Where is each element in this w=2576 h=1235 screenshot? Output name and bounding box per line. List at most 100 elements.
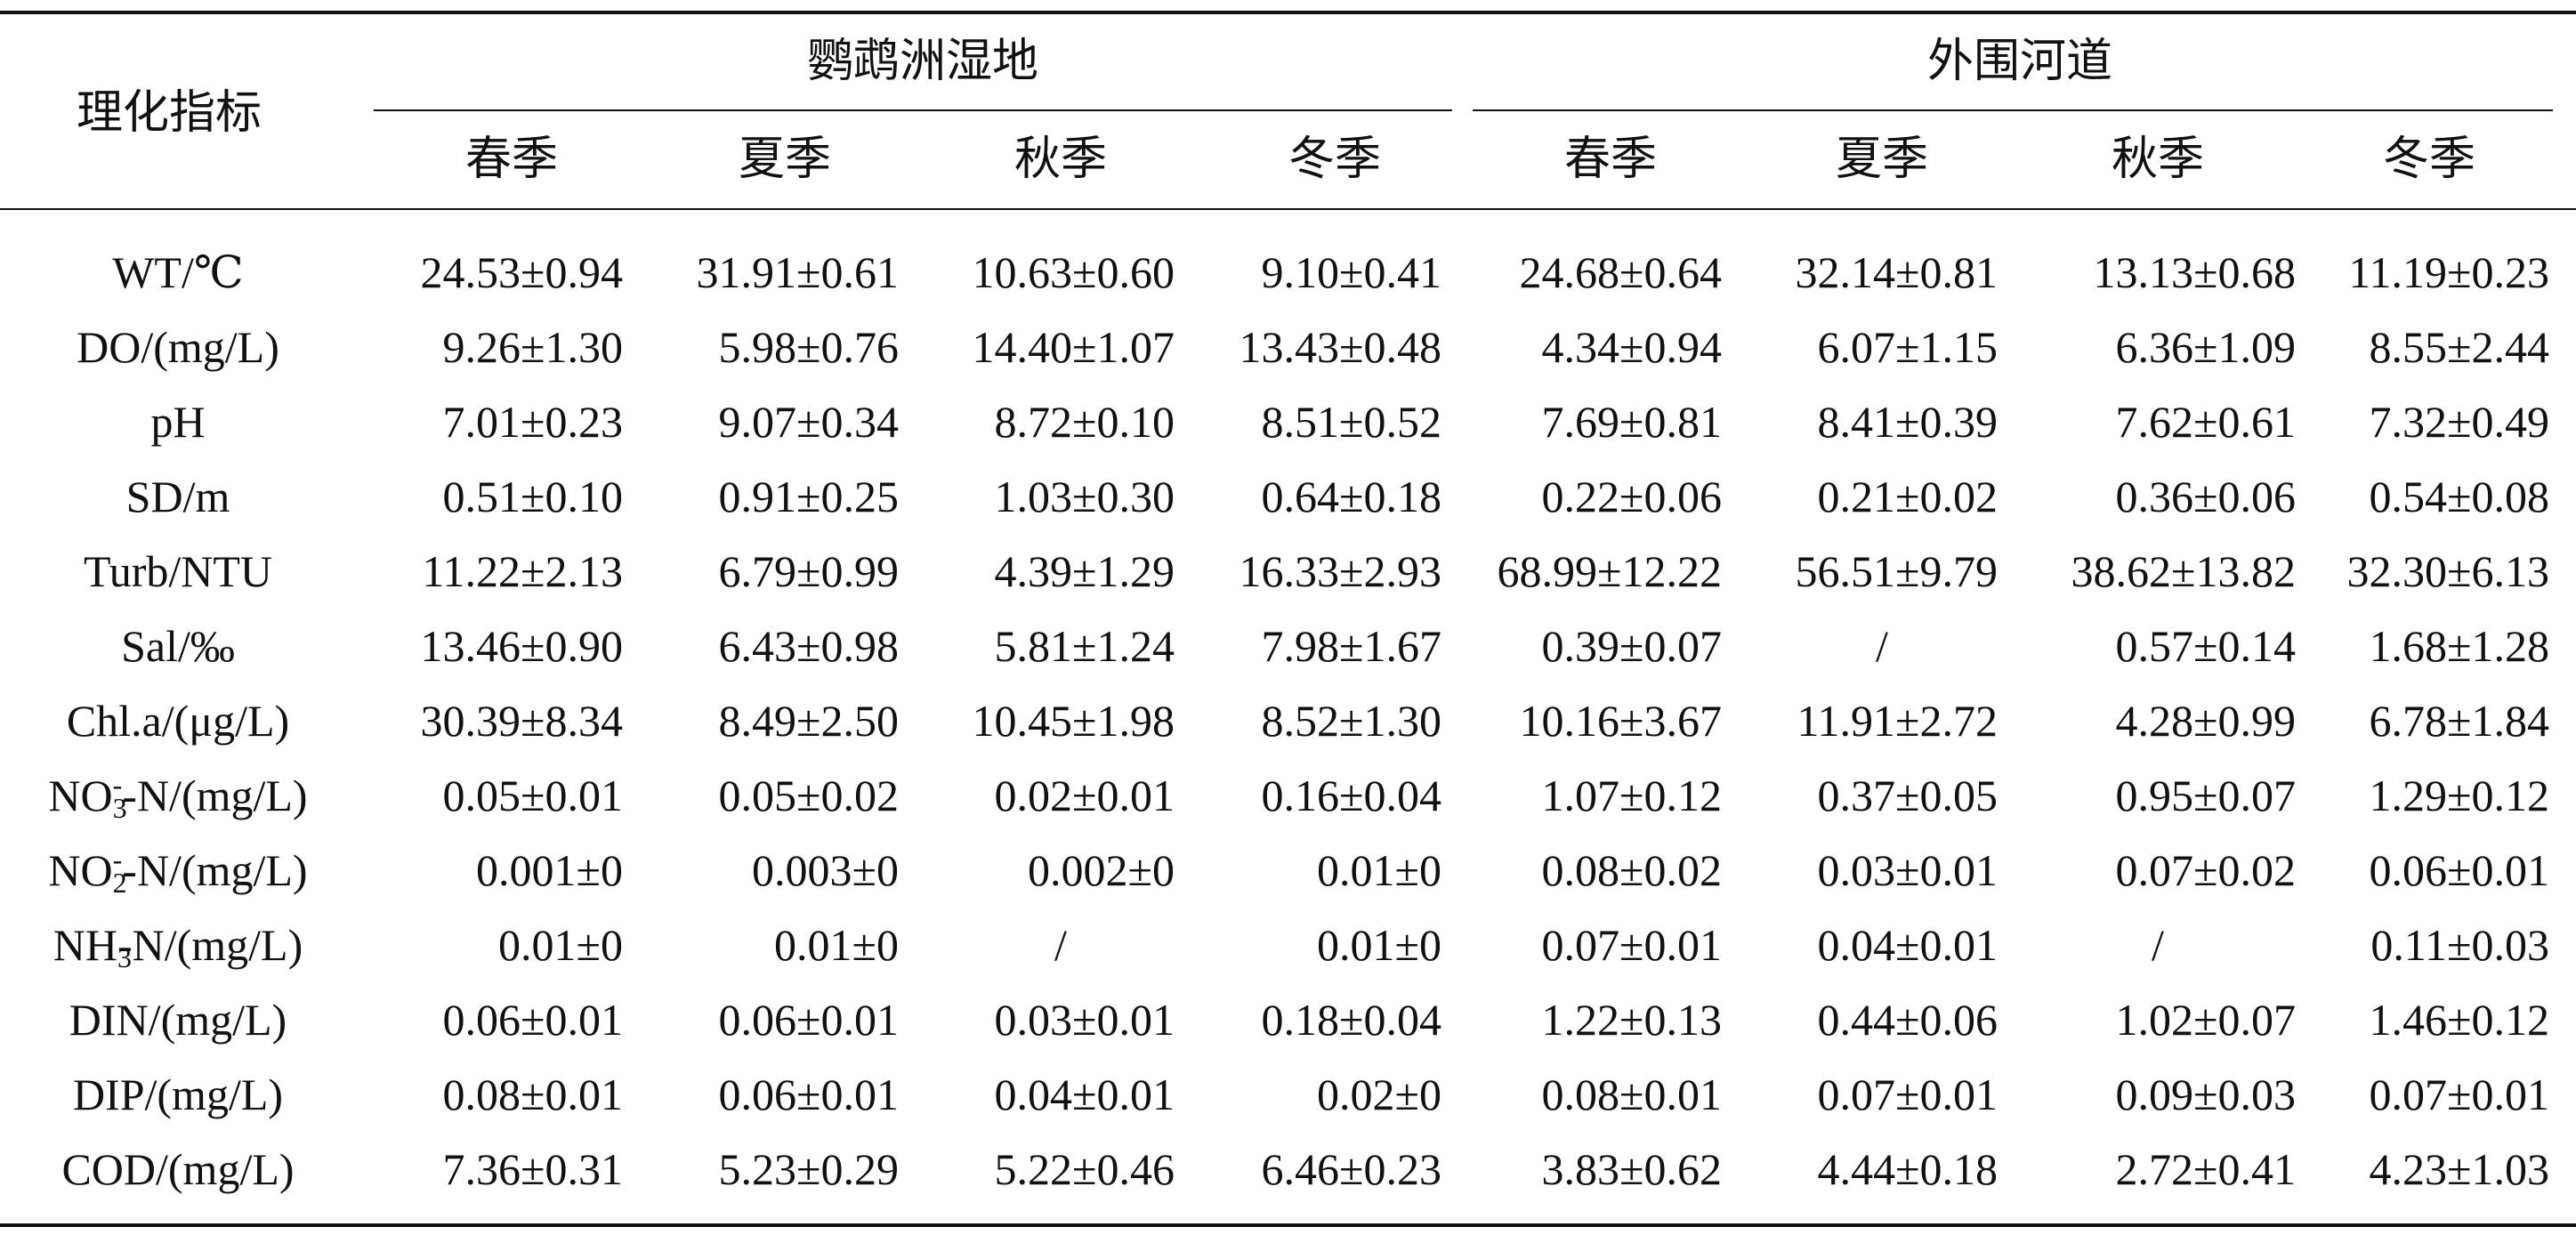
table-cell: 0.06±0.01 xyxy=(718,995,899,1045)
row-label: SD/m xyxy=(125,472,230,521)
table-cell: / xyxy=(2152,920,2164,970)
table-cell: 13.46±0.90 xyxy=(420,621,623,671)
table-cell: 4.39±1.29 xyxy=(994,546,1175,596)
table-cell: 13.13±0.68 xyxy=(2093,247,2296,297)
row-label: Sal/‰ xyxy=(121,621,235,671)
table-cell: 5.98±0.76 xyxy=(718,322,899,372)
table-cell: 0.07±0.01 xyxy=(1541,920,1722,970)
table-cell: 0.08±0.01 xyxy=(1541,1070,1722,1119)
table-cell: 0.22±0.06 xyxy=(1541,472,1722,521)
table-cell: 0.08±0.01 xyxy=(442,1070,623,1119)
table-cell: 7.98±1.67 xyxy=(1261,621,1441,671)
table-cell: 0.04±0.01 xyxy=(994,1070,1175,1119)
table-cell: / xyxy=(1054,920,1067,970)
season-header: 夏季 xyxy=(1835,134,1929,185)
table-cell: 2.72±0.41 xyxy=(2115,1144,2296,1194)
table-cell: 0.21±0.02 xyxy=(1817,472,1998,521)
season-header: 秋季 xyxy=(1013,134,1108,185)
table-cell: 0.64±0.18 xyxy=(1261,472,1441,521)
season-header: 秋季 xyxy=(2111,134,2205,185)
table-cell: 0.07±0.01 xyxy=(2369,1070,2549,1119)
row-label: NO2--N/(mg/L) xyxy=(48,844,307,897)
season-header: 冬季 xyxy=(1288,134,1382,185)
table-cell: 1.02±0.07 xyxy=(2115,995,2296,1045)
table-cell: 0.001±0 xyxy=(476,845,623,895)
bottom-rule xyxy=(0,1223,2576,1227)
table-cell: 0.18±0.04 xyxy=(1261,995,1441,1045)
group-header-wetland: 鹦鹉洲湿地 xyxy=(806,36,1039,87)
table-cell: 16.33±2.93 xyxy=(1239,546,1441,596)
table-cell: 1.07±0.12 xyxy=(1541,771,1722,820)
table-cell: 0.05±0.01 xyxy=(442,771,623,820)
table-cell: 0.54±0.08 xyxy=(2369,472,2549,521)
table-cell: 8.51±0.52 xyxy=(1261,397,1441,447)
table-cell: 11.22±2.13 xyxy=(422,546,623,596)
table-cell: 0.06±0.01 xyxy=(718,1070,899,1119)
row-label: Turb/NTU xyxy=(83,546,273,596)
table-cell: 1.22±0.13 xyxy=(1541,995,1722,1045)
table-cell: 0.06±0.01 xyxy=(2369,845,2549,895)
group-rule-river xyxy=(1473,109,2553,111)
table-cell: 4.23±1.03 xyxy=(2369,1144,2549,1194)
table-cell: 14.40±1.07 xyxy=(972,322,1175,372)
table-cell: 7.36±0.31 xyxy=(442,1144,623,1194)
table-cell: 5.23±0.29 xyxy=(718,1144,899,1194)
table-cell: 1.29±0.12 xyxy=(2369,771,2549,820)
table-cell: 10.63±0.60 xyxy=(972,247,1175,297)
table-cell: 8.55±2.44 xyxy=(2369,322,2549,372)
row-label: WT/℃ xyxy=(112,247,244,297)
table-cell: 0.39±0.07 xyxy=(1541,621,1722,671)
table-cell: 0.51±0.10 xyxy=(442,472,623,521)
table-cell: 4.44±0.18 xyxy=(1817,1144,1998,1194)
table-cell: 6.36±1.09 xyxy=(2115,322,2296,372)
table-cell: 6.79±0.99 xyxy=(718,546,899,596)
table-cell: 7.32±0.49 xyxy=(2369,397,2549,447)
table-cell: 9.26±1.30 xyxy=(442,322,623,372)
table-cell: 24.68±0.64 xyxy=(1519,247,1722,297)
table-cell: 31.91±0.61 xyxy=(696,247,899,297)
row-label: pH xyxy=(150,397,206,447)
table-cell: 0.16±0.04 xyxy=(1261,771,1441,820)
table-cell: 0.02±0.01 xyxy=(994,771,1175,820)
row-label-base: NO xyxy=(48,771,113,820)
table-cell: 0.07±0.02 xyxy=(2115,845,2296,895)
table-cell: 10.45±1.98 xyxy=(972,696,1175,746)
corner-header: 理化指标 xyxy=(76,88,262,139)
table-cell: 9.10±0.41 xyxy=(1261,247,1441,297)
row-label-suffix: -N/(mg/L) xyxy=(122,845,308,895)
header-bottom-rule xyxy=(0,208,2576,210)
table-cell: 0.36±0.06 xyxy=(2115,472,2296,521)
table-cell: 8.49±2.50 xyxy=(718,696,899,746)
table-cell: 6.46±0.23 xyxy=(1261,1144,1441,1194)
row-label-suffix: -N/(mg/L) xyxy=(117,920,303,970)
table-cell: 1.03±0.30 xyxy=(994,472,1175,521)
table-cell: 0.91±0.25 xyxy=(718,472,899,521)
table-cell: 0.03±0.01 xyxy=(1817,845,1998,895)
row-label-subscript: 3 xyxy=(112,792,127,824)
table-cell: 8.52±1.30 xyxy=(1261,696,1441,746)
table-cell: 32.14±0.81 xyxy=(1795,247,1998,297)
table-cell: 7.69±0.81 xyxy=(1541,397,1722,447)
table-cell: 0.37±0.05 xyxy=(1817,771,1998,820)
table-cell: 30.39±8.34 xyxy=(420,696,623,746)
table-cell: 13.43±0.48 xyxy=(1239,322,1441,372)
row-label-base: NH xyxy=(52,920,117,970)
table-cell: 5.81±1.24 xyxy=(994,621,1175,671)
season-header: 春季 xyxy=(1563,134,1658,185)
table-cell: 0.05±0.02 xyxy=(718,771,899,820)
table-cell: 5.22±0.46 xyxy=(994,1144,1175,1194)
row-label-suffix: -N/(mg/L) xyxy=(122,771,308,820)
row-label: DIP/(mg/L) xyxy=(72,1070,284,1119)
table-cell: 3.83±0.62 xyxy=(1541,1144,1722,1194)
group-header-river: 外围河道 xyxy=(1926,36,2113,87)
table-cell: 0.08±0.02 xyxy=(1541,845,1722,895)
table-cell: 7.01±0.23 xyxy=(442,397,623,447)
row-label: NO3--N/(mg/L) xyxy=(48,769,307,822)
table-cell: 4.34±0.94 xyxy=(1541,322,1722,372)
table-cell: 0.03±0.01 xyxy=(994,995,1175,1045)
row-label: Chl.a/(μg/L) xyxy=(66,696,290,746)
table-cell: 0.11±0.03 xyxy=(2370,920,2549,970)
table-cell: 1.46±0.12 xyxy=(2369,995,2549,1045)
table-cell: 0.04±0.01 xyxy=(1817,920,1998,970)
row-label: COD/(mg/L) xyxy=(61,1144,295,1194)
